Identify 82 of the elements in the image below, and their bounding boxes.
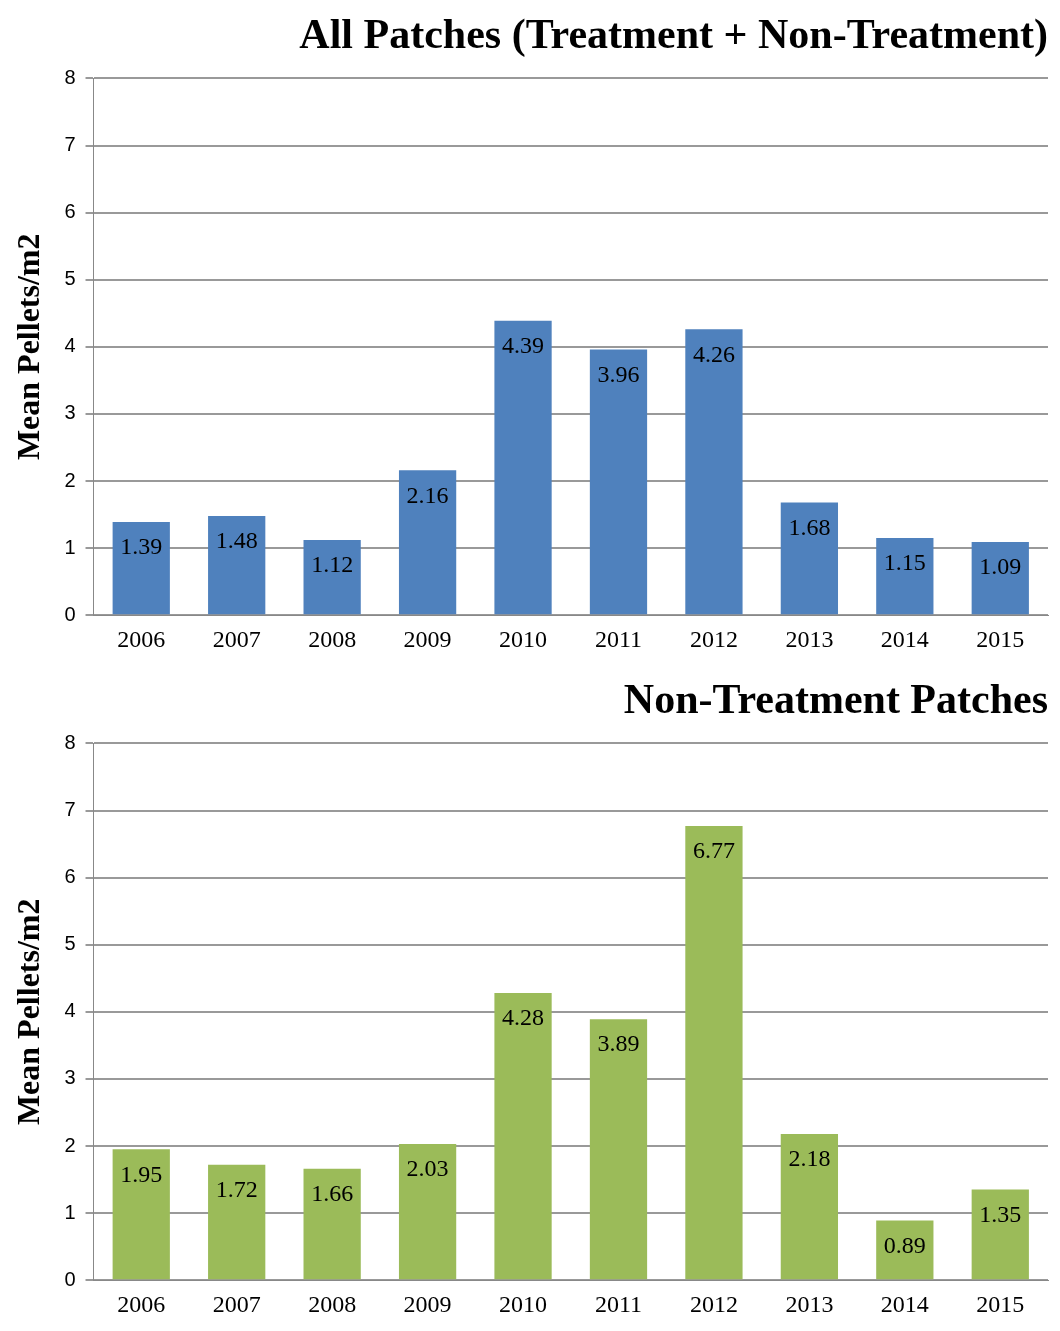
bar [971, 1189, 1029, 1280]
data-label: 0.89 [883, 1231, 926, 1258]
bar [398, 470, 457, 615]
y-axis-title: Mean Pellets/m2 [10, 898, 47, 1126]
x-tick-label: 2015 [976, 1290, 1025, 1317]
y-tick-label: 8 [64, 65, 76, 88]
data-label: 2.18 [788, 1145, 831, 1172]
bar [685, 329, 743, 615]
y-tick-label: 2 [64, 1133, 76, 1156]
data-label: 4.26 [692, 340, 735, 367]
bar [876, 538, 934, 615]
bar [303, 1168, 361, 1280]
data-label: 1.72 [215, 1176, 258, 1203]
y-tick-label: 3 [64, 401, 76, 424]
y-tick-label: 6 [64, 865, 76, 888]
x-tick-label: 2015 [976, 625, 1025, 652]
y-tick-label: 7 [64, 133, 76, 156]
y-axis-title: Mean Pellets/m2 [10, 233, 47, 461]
data-label: 1.35 [979, 1200, 1022, 1227]
x-tick-label: 2011 [594, 1290, 643, 1317]
y-tick-label: 2 [64, 468, 76, 491]
y-tick-label: 5 [64, 932, 76, 955]
x-tick-label: 2006 [117, 1290, 166, 1317]
bar [589, 349, 648, 615]
x-tick-label: 2008 [308, 625, 357, 652]
x-tick-label: 2009 [403, 625, 452, 652]
bar [112, 521, 170, 615]
bar [112, 1149, 170, 1280]
bar [780, 1133, 839, 1280]
bar [208, 1164, 266, 1280]
bar [494, 320, 552, 615]
data-label: 1.66 [311, 1180, 354, 1207]
data-label: 2.03 [406, 1155, 449, 1182]
bar [303, 540, 361, 615]
x-tick-label: 2013 [785, 1290, 834, 1317]
y-tick-label: 0 [64, 1267, 76, 1290]
x-tick-label: 2012 [689, 1290, 738, 1317]
y-tick-label: 4 [64, 999, 76, 1022]
y-tick-label: 1 [64, 1200, 76, 1223]
x-tick-label: 2014 [880, 1290, 929, 1317]
data-label: 2.16 [406, 481, 449, 508]
bar [494, 993, 552, 1280]
data-label: 4.39 [502, 331, 545, 358]
x-tick-label: 2014 [880, 625, 929, 652]
bar [398, 1143, 457, 1280]
chart-title: All Patches (Treatment + Non-Treatment) [299, 11, 1048, 59]
data-label: 1.95 [120, 1160, 163, 1187]
x-tick-label: 2012 [689, 625, 738, 652]
data-label: 1.12 [311, 551, 354, 578]
bar [971, 542, 1029, 615]
data-label: 3.96 [597, 360, 640, 387]
y-tick-label: 7 [64, 798, 76, 821]
bar [589, 1019, 648, 1280]
bar [208, 515, 266, 615]
y-tick-label: 3 [64, 1066, 76, 1089]
x-tick-label: 2006 [117, 625, 166, 652]
data-label: 4.28 [502, 1004, 545, 1031]
y-tick-label: 5 [64, 267, 76, 290]
y-tick-label: 6 [64, 200, 76, 223]
data-label: 1.48 [215, 527, 258, 554]
bar [780, 502, 839, 615]
data-label: 3.89 [597, 1030, 640, 1057]
data-label: 6.77 [692, 837, 735, 864]
x-tick-label: 2011 [594, 625, 643, 652]
chart-title: Non-Treatment Patches [623, 676, 1048, 723]
x-tick-label: 2010 [499, 1290, 548, 1317]
bar [876, 1220, 934, 1280]
x-tick-label: 2010 [499, 625, 548, 652]
x-tick-label: 2013 [785, 625, 834, 652]
x-tick-label: 2007 [212, 625, 261, 652]
data-label: 1.39 [120, 533, 163, 560]
data-label: 1.15 [883, 549, 926, 576]
x-tick-label: 2008 [308, 1290, 357, 1317]
data-label: 1.68 [788, 513, 831, 540]
data-label: 1.09 [979, 553, 1022, 580]
y-tick-label: 1 [64, 535, 76, 558]
y-tick-label: 4 [64, 334, 76, 357]
x-tick-label: 2007 [212, 1290, 261, 1317]
bar [685, 825, 743, 1280]
y-tick-label: 0 [64, 602, 76, 625]
y-tick-label: 8 [64, 730, 76, 753]
x-tick-label: 2009 [403, 1290, 452, 1317]
